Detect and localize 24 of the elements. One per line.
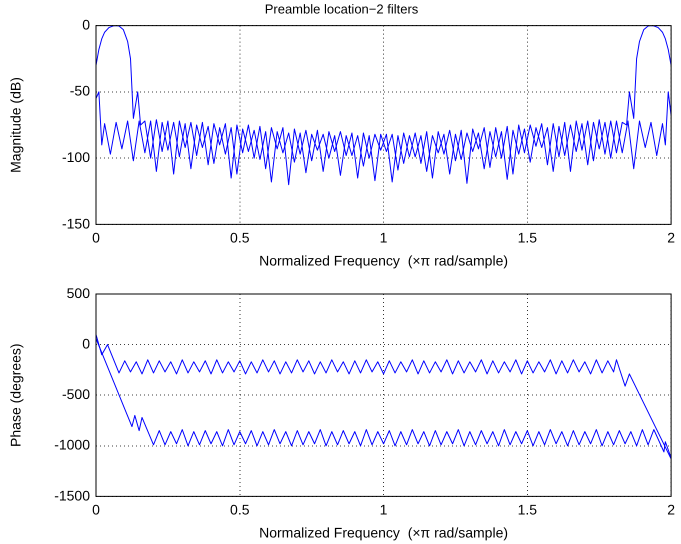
x-tick-label: 2 bbox=[667, 230, 676, 246]
y-tick-label: -100 bbox=[62, 148, 90, 165]
y-tick-label: 0 bbox=[82, 335, 90, 352]
y-axis-title: Phase (degrees) bbox=[7, 343, 24, 447]
y-tick-label: -500 bbox=[62, 386, 90, 402]
x-axis-title: Normalized Frequency (×π rad/sample) bbox=[259, 524, 508, 540]
x-tick-label: 0 bbox=[92, 502, 100, 518]
x-tick-label: 1.5 bbox=[518, 502, 538, 518]
y-tick-label: -1500 bbox=[54, 487, 90, 504]
x-tick-label: 0.5 bbox=[230, 502, 250, 518]
x-tick-label: 1 bbox=[380, 502, 388, 518]
chart-title: Preamble location−2 filters bbox=[264, 1, 419, 16]
x-tick-label: 0.5 bbox=[230, 230, 250, 246]
y-tick-label: 500 bbox=[66, 284, 90, 301]
y-tick-label: -50 bbox=[70, 82, 90, 99]
y-tick-label: -1000 bbox=[54, 436, 90, 453]
x-tick-label: 0 bbox=[92, 230, 100, 246]
x-tick-label: 1.5 bbox=[518, 230, 538, 246]
x-axis-title: Normalized Frequency (×π rad/sample) bbox=[259, 252, 508, 268]
y-tick-label: -150 bbox=[62, 215, 90, 232]
y-axis-title: Magnitude (dB) bbox=[7, 77, 24, 173]
x-tick-label: 1 bbox=[380, 230, 388, 246]
y-tick-label: 0 bbox=[82, 16, 90, 32]
x-tick-label: 2 bbox=[667, 502, 676, 518]
